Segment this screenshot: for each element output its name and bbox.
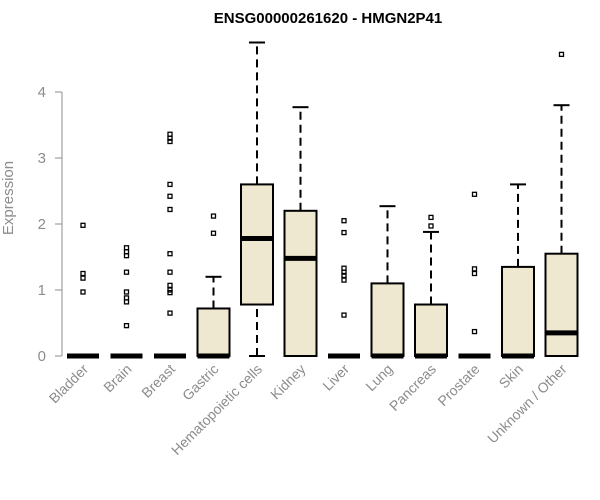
chart-title: ENSG00000261620 - HMGN2P41 xyxy=(214,10,442,27)
outlier-point xyxy=(210,230,217,236)
outlier-point xyxy=(341,269,347,275)
outlier-point xyxy=(167,310,173,316)
outlier-point xyxy=(80,289,86,295)
outlier-point xyxy=(123,253,130,259)
outlier-point xyxy=(210,213,217,219)
box-0 xyxy=(67,222,99,359)
outlier-point xyxy=(123,299,130,305)
box-6 xyxy=(328,218,360,359)
box-iqr xyxy=(544,252,579,357)
outlier-point xyxy=(123,289,130,295)
x-tick-label: Breast xyxy=(138,361,178,401)
box-iqr xyxy=(501,265,535,357)
outlier-point xyxy=(471,191,478,197)
outlier-point xyxy=(558,51,565,58)
y-tick-label: 2 xyxy=(38,216,46,233)
x-tick-label: Lung xyxy=(362,361,395,394)
box-3 xyxy=(196,213,231,359)
outlier-point xyxy=(341,277,347,283)
x-tick-label: Prostate xyxy=(434,361,482,409)
outlier-point xyxy=(428,223,434,229)
box-5 xyxy=(283,106,318,357)
box-iqr xyxy=(240,183,274,306)
y-tick-label: 4 xyxy=(38,84,46,101)
outlier-point xyxy=(167,251,173,257)
box-iqr xyxy=(370,282,405,357)
outlier-point xyxy=(80,270,86,277)
y-axis-label: Expression xyxy=(0,161,17,235)
outlier-point xyxy=(471,328,478,335)
outlier-point xyxy=(80,222,86,228)
y-axis: 0 1 2 3 4 xyxy=(38,84,63,365)
outlier-point xyxy=(167,282,173,289)
box-10 xyxy=(501,183,535,359)
outlier-point xyxy=(341,218,347,224)
x-tick-label: Gastric xyxy=(179,361,222,404)
box-iqr xyxy=(283,209,318,357)
outlier-point xyxy=(167,206,173,213)
box-9 xyxy=(458,191,491,359)
outlier-point xyxy=(471,270,478,277)
box-8 xyxy=(414,214,448,359)
y-tick-label: 0 xyxy=(38,348,46,365)
box-2 xyxy=(154,131,186,359)
x-tick-label: Liver xyxy=(319,361,352,394)
outlier-point xyxy=(167,181,173,188)
box-iqr xyxy=(414,303,448,357)
outlier-point xyxy=(80,275,86,281)
outlier-point xyxy=(123,269,130,275)
outlier-point xyxy=(123,322,130,329)
outlier-point xyxy=(428,214,434,221)
outlier-point xyxy=(471,266,478,272)
outlier-point xyxy=(341,229,347,236)
outlier-point xyxy=(167,135,173,141)
y-tick-label: 1 xyxy=(38,282,46,299)
x-tick-label: Skin xyxy=(496,361,527,392)
outlier-point xyxy=(167,138,173,145)
x-tick-label: Unknown / Other xyxy=(484,361,570,447)
box-7 xyxy=(370,205,405,359)
box-4 xyxy=(240,41,274,357)
outlier-point xyxy=(167,289,173,296)
x-tick-label: Kidney xyxy=(267,361,309,403)
box-iqr xyxy=(196,307,231,358)
outlier-point xyxy=(341,312,347,318)
outlier-point xyxy=(167,193,173,199)
x-tick-label: Bladder xyxy=(46,361,92,407)
outlier-point xyxy=(167,269,173,275)
x-tick-label: Brain xyxy=(100,361,134,395)
y-tick-label: 3 xyxy=(38,150,46,167)
outlier-point xyxy=(341,272,347,279)
box-1 xyxy=(110,245,143,359)
box-11 xyxy=(544,51,579,357)
x-tick-label: Pancreas xyxy=(386,361,439,414)
boxes-group xyxy=(67,41,579,359)
